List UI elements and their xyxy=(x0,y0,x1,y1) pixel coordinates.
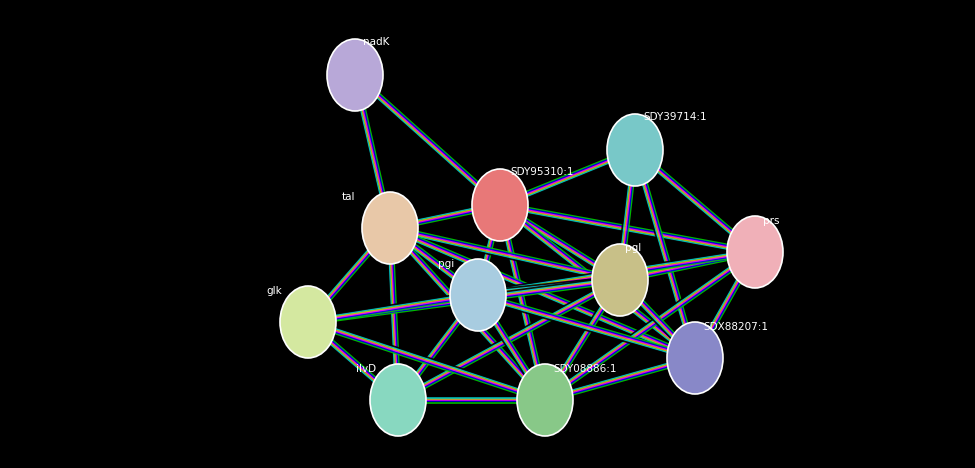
Text: glk: glk xyxy=(266,286,282,296)
Text: SDY95310:1: SDY95310:1 xyxy=(510,167,573,177)
Text: tal: tal xyxy=(342,192,356,202)
Ellipse shape xyxy=(450,259,506,331)
Text: pgi: pgi xyxy=(438,259,454,269)
Text: ilvD: ilvD xyxy=(356,364,376,374)
Ellipse shape xyxy=(727,216,783,288)
Text: SDY08886:1: SDY08886:1 xyxy=(553,364,616,374)
Text: SDY39714:1: SDY39714:1 xyxy=(643,112,707,122)
Ellipse shape xyxy=(592,244,648,316)
Ellipse shape xyxy=(517,364,573,436)
Ellipse shape xyxy=(472,169,528,241)
Ellipse shape xyxy=(370,364,426,436)
Ellipse shape xyxy=(607,114,663,186)
Text: prs: prs xyxy=(763,216,779,226)
Text: nadK: nadK xyxy=(363,37,389,47)
Ellipse shape xyxy=(327,39,383,111)
Ellipse shape xyxy=(362,192,418,264)
Ellipse shape xyxy=(667,322,723,394)
Text: pgl: pgl xyxy=(625,243,642,253)
Text: SDX88207:1: SDX88207:1 xyxy=(703,322,768,332)
Ellipse shape xyxy=(280,286,336,358)
